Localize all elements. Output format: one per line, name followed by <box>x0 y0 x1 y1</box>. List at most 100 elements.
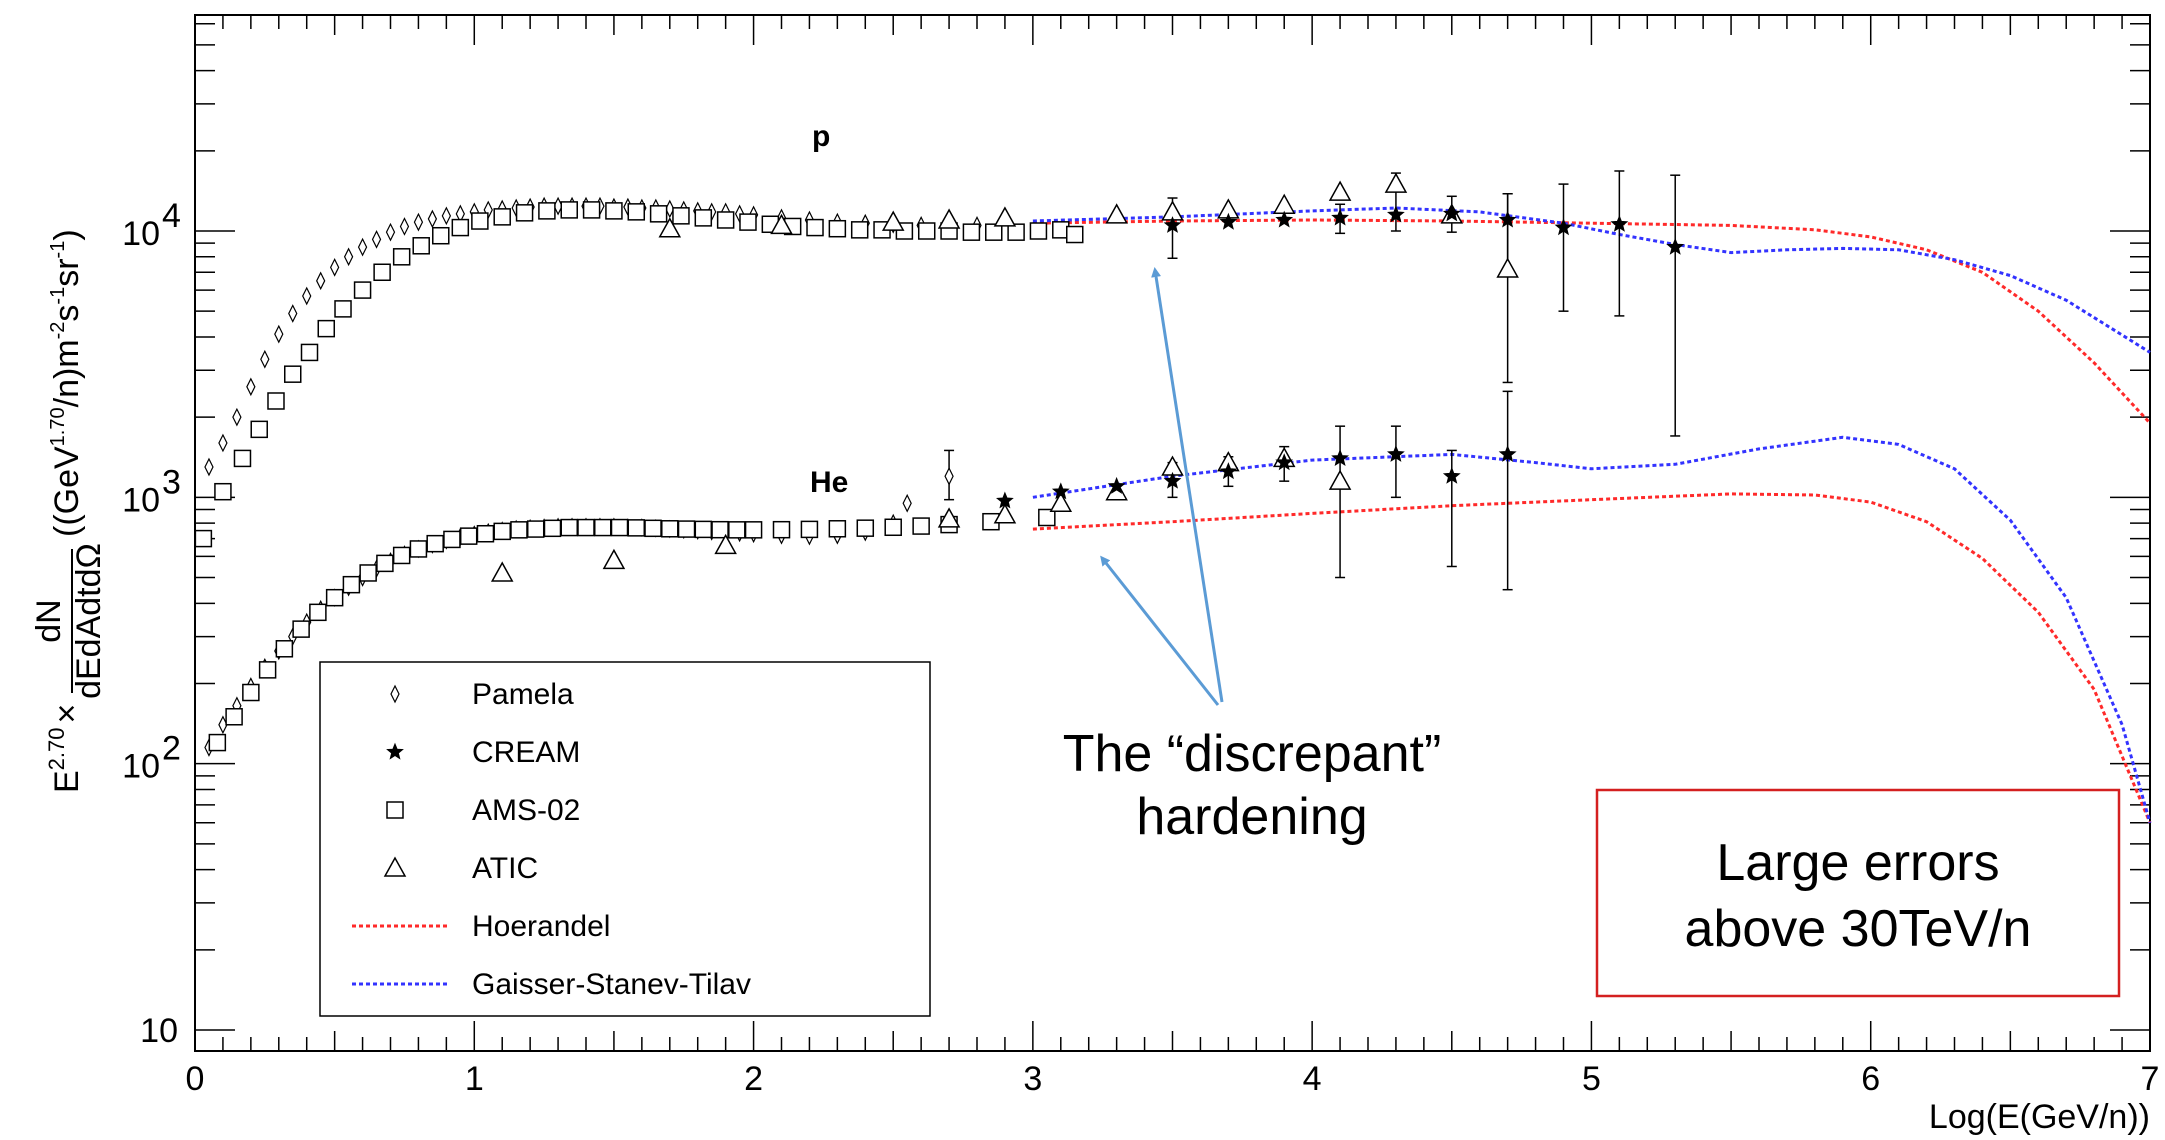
pamela-point-p <box>316 271 326 291</box>
ams02-point-p <box>1007 223 1025 241</box>
gst-line-he <box>1032 435 2152 824</box>
pamela-point-p <box>441 206 452 226</box>
pamela-point-p <box>329 258 340 277</box>
ams02-point-p <box>432 226 450 245</box>
legend-box <box>319 661 931 1017</box>
pamela-point-p <box>343 247 354 267</box>
ams02-point-p <box>806 218 824 237</box>
ams02-point-p <box>267 392 285 410</box>
pamela-point-he <box>944 466 954 486</box>
ams02-point-p <box>605 202 623 220</box>
cream-point-he <box>1275 453 1294 471</box>
ams02-point-p <box>828 219 847 238</box>
cream-point-p <box>1554 218 1573 236</box>
ams02-point-he <box>208 733 227 752</box>
pamela-point-he <box>902 493 912 513</box>
ams02-point-he <box>526 520 545 538</box>
gst-line-p <box>1032 206 2151 354</box>
y-label-e: E <box>48 770 86 793</box>
legend-label-gst: Gaisser-Stanev-Tilav <box>472 968 751 1001</box>
atic-point-he <box>1049 491 1073 513</box>
ams02-point-he <box>627 519 646 537</box>
ams02-point-p <box>250 420 268 439</box>
x-tick-label: 3 <box>1023 1060 1042 1098</box>
ams02-point-p <box>739 213 757 231</box>
y-label-times: × <box>48 704 86 724</box>
atic-point-he <box>602 548 626 570</box>
ams02-point-p <box>233 449 252 468</box>
atic-point-he <box>937 507 961 528</box>
data-points <box>194 172 1685 757</box>
ams02-point-he <box>610 518 629 537</box>
atic-point-p <box>658 217 682 238</box>
ams02-point-he <box>325 588 344 607</box>
ams02-point-he <box>884 518 902 537</box>
x-tick-label: 4 <box>1303 1060 1322 1098</box>
pamela-point-p <box>427 209 438 229</box>
pamela-point-p <box>274 324 284 344</box>
cream-point-he <box>996 491 1014 509</box>
atic-point-he <box>1328 469 1352 490</box>
ams02-point-p <box>334 300 352 318</box>
ams02-point-p <box>300 343 319 362</box>
ams02-point-he <box>443 530 461 549</box>
y-tick-label: 10 <box>140 1012 178 1050</box>
x-tick-label: 0 <box>186 1060 205 1098</box>
y-label-frac-num: dN <box>30 599 68 642</box>
ams02-point-p <box>317 319 336 338</box>
pamela-point-p <box>218 433 228 453</box>
ams02-point-he <box>711 520 729 539</box>
svg-text:E2.70×: E2.70 × <box>44 704 86 793</box>
ams02-point-p <box>1066 225 1084 244</box>
y-axis-label: E2.70× dN dEdAdtdΩ ((GeV1.70/n)m-2s-1sr-… <box>30 229 108 793</box>
cream-point-p <box>1163 216 1182 233</box>
y-label-units-mid: /n)m <box>48 339 86 407</box>
ams02-point-p <box>962 223 981 241</box>
ams02-point-he <box>744 521 763 539</box>
ams02-point-he <box>258 661 277 679</box>
ams02-point-p <box>493 208 511 226</box>
cream-point-p <box>1498 210 1517 228</box>
ams02-point-he <box>242 683 260 702</box>
svg-text:((GeV1.70/n)m-2s-1sr-1): ((GeV1.70/n)m-2s-1sr-1) <box>47 229 86 537</box>
cream-point-he <box>1219 462 1238 480</box>
y-tick-label: 10 <box>122 215 160 253</box>
x-axis-label: Log(E(GeV/n)) <box>1929 1098 2150 1136</box>
ams02-point-p <box>582 201 601 219</box>
legend-marker-cream <box>386 742 404 760</box>
cream-point-he <box>1498 445 1517 462</box>
ams02-point-he <box>292 620 310 638</box>
ams02-point-he <box>1038 508 1056 527</box>
cream-point-he <box>1051 482 1070 500</box>
axis-ticks <box>194 15 2151 1051</box>
x-tick-label: 1 <box>465 1060 484 1098</box>
y-tick-label-exp: 2 <box>162 730 181 768</box>
ams02-point-he <box>409 540 428 558</box>
legend-label-hoerandel: Hoerandel <box>472 910 610 943</box>
ams02-point-he <box>577 518 595 537</box>
atic-point-p <box>1496 257 1519 278</box>
y-label-units-s: s <box>48 305 86 322</box>
pamela-point-p <box>399 217 410 236</box>
atic-point-p <box>1105 203 1128 224</box>
ams02-point-he <box>661 520 679 538</box>
cream-point-he <box>1387 445 1405 462</box>
ams02-point-he <box>560 518 578 537</box>
ams02-point-p <box>672 207 690 225</box>
atic-point-p <box>993 206 1017 227</box>
legend-marker-pamela <box>390 684 400 704</box>
legend-label-pamela: Pamela <box>472 678 574 711</box>
ams02-point-p <box>917 222 936 240</box>
cream-point-he <box>1331 449 1349 467</box>
hoerandel-line-p <box>1032 218 2152 425</box>
atic-point-he <box>1105 480 1128 501</box>
ams02-point-p <box>471 212 489 230</box>
ams02-point-p <box>1029 222 1048 240</box>
ams02-point-he <box>856 519 875 537</box>
ams02-point-p <box>850 221 869 239</box>
ams02-point-he <box>309 603 327 622</box>
ams02-point-he <box>594 518 612 537</box>
ams02-point-he <box>275 640 294 658</box>
ams02-point-he <box>426 534 444 553</box>
